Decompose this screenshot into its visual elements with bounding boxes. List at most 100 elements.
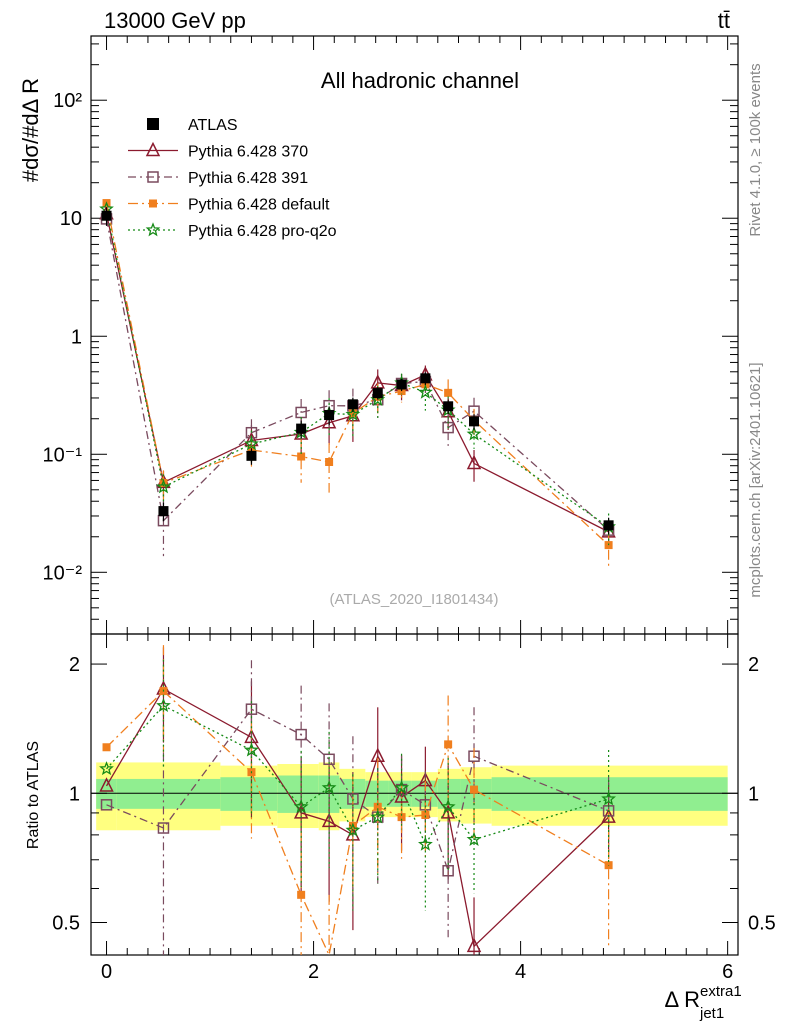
x-axis-label-sub: jet1: [699, 1005, 724, 1022]
data-point-ratio: [99, 777, 114, 792]
x-tick-label: 2: [308, 961, 319, 983]
data-point-atlas: [443, 401, 454, 412]
data-point-main: [345, 406, 361, 421]
series-pythia-6-428-default: [102, 199, 613, 958]
legend-marker: [147, 118, 159, 130]
series-line-main: [105, 208, 609, 528]
data-point-ratio: [466, 831, 482, 846]
data-point-ratio: [323, 753, 335, 766]
data-point-atlas: [469, 416, 480, 427]
series-line-main: [105, 218, 610, 531]
data-point-ratio: [373, 802, 382, 811]
data-point-ratio: [321, 779, 337, 795]
y-tick-label-ratio: 1: [69, 783, 80, 805]
data-point-ratio: [243, 742, 259, 757]
legend-label: ATLAS: [188, 117, 238, 134]
data-point-atlas: [603, 520, 614, 531]
data-point-atlas: [324, 410, 335, 421]
data-point-main: [297, 452, 306, 461]
data-point-ratio: [397, 813, 406, 822]
legend-marker: [147, 171, 159, 183]
data-point-atlas: [246, 450, 257, 461]
mcplots-label: mcplots.cern.ch [arXiv:2401.10621]: [747, 362, 764, 597]
data-point-main: [348, 409, 357, 418]
data-point-ratio: [394, 780, 410, 795]
data-point-ratio: [293, 799, 309, 814]
series-pythia-6-428-370: [99, 205, 616, 955]
data-point-ratio: [418, 836, 433, 851]
data-point-atlas: [158, 506, 169, 517]
series-line-main: [105, 202, 610, 546]
data-point-atlas: [372, 388, 383, 399]
y-tick-label-main: 10⁻²: [43, 562, 83, 584]
y-tick-label-ratio: 0.5: [52, 912, 80, 934]
data-point-ratio: [245, 703, 258, 715]
data-point-atlas: [396, 379, 407, 390]
x-tick-label: 0: [101, 961, 112, 983]
data-point-main: [295, 406, 307, 419]
data-point-main: [159, 479, 168, 488]
legend-marker: [145, 141, 161, 157]
x-tick-label: 4: [515, 961, 526, 983]
data-point-ratio: [157, 822, 170, 834]
legend-marker: [149, 199, 157, 208]
data-point-main: [156, 479, 171, 494]
y-axis-label-ratio: Ratio to ATLAS: [25, 741, 42, 849]
data-point-ratio: [156, 697, 171, 712]
data-point-ratio: [102, 743, 111, 752]
analysis-id-label: (ATLAS_2020_I1801434): [329, 591, 498, 608]
y-tick-label-ratio-right: 1: [748, 783, 759, 805]
data-point-main: [243, 436, 259, 451]
legend-marker: [145, 222, 161, 237]
chart-marks: 0 2 4 6 10⁻² 10⁻¹ 1 10 10² 0.5 0.5 1 1 2 2 ATLAS Pythia …: [43, 35, 776, 983]
y-axis-label-main: #dσ/#dΔ R: [18, 78, 43, 182]
data-point-ratio: [466, 937, 482, 953]
process-label: tt̄: [718, 8, 730, 33]
data-point-ratio: [370, 809, 386, 824]
data-point-ratio: [295, 728, 307, 741]
data-point-ratio: [99, 761, 114, 776]
data-point-ratio: [440, 799, 456, 814]
x-axis-label: Δ R: [665, 987, 700, 1012]
chart-title: All hadronic channel: [321, 68, 519, 93]
ratio-band-inner: [460, 778, 492, 809]
data-point-main: [466, 454, 482, 470]
legend-item: Pythia 6.428 391: [128, 170, 308, 187]
x-axis-label-sup: extra1: [700, 983, 742, 1000]
legend-item: ATLAS: [147, 117, 238, 134]
series-atlas: [101, 207, 614, 535]
data-point-ratio: [601, 791, 616, 806]
ratio-plot-frame: [90, 633, 739, 956]
y-tick-label-main: 10⁻¹: [43, 444, 83, 466]
ratio-band-inner: [437, 778, 461, 809]
series-line-ratio: [106, 690, 609, 958]
data-point-atlas: [296, 423, 307, 434]
data-point-atlas: [101, 210, 112, 221]
data-point-ratio: [444, 740, 453, 749]
data-point-main: [466, 426, 482, 441]
legend-label: Pythia 6.428 370: [188, 144, 308, 161]
legend-item: Pythia 6.428 370: [128, 141, 308, 161]
legend-label: Pythia 6.428 391: [188, 170, 308, 187]
series-pythia-6-428-391: [100, 213, 615, 955]
ratio-band-inner: [220, 777, 278, 811]
data-point-ratio: [345, 822, 361, 837]
data-point-ratio: [470, 785, 479, 794]
data-point-ratio: [442, 864, 454, 877]
data-point-ratio: [321, 812, 337, 828]
y-tick-label-ratio: 2: [69, 654, 80, 676]
series-line-ratio: [106, 704, 609, 846]
data-point-ratio: [297, 890, 306, 899]
y-tick-label-main: 10²: [53, 90, 82, 112]
series-line-main: [105, 213, 609, 533]
series-line-ratio: [106, 708, 609, 874]
legend-label: Pythia 6.428 default: [188, 197, 330, 214]
y-tick-label-main: 10: [60, 208, 82, 230]
x-tick-label: 6: [722, 961, 733, 983]
y-tick-label-ratio-right: 2: [748, 654, 759, 676]
data-point-ratio: [421, 811, 430, 820]
legend-item: Pythia 6.428 default: [128, 197, 330, 214]
y-tick-label-ratio-right: 0.5: [748, 912, 776, 934]
data-point-atlas: [347, 399, 358, 410]
